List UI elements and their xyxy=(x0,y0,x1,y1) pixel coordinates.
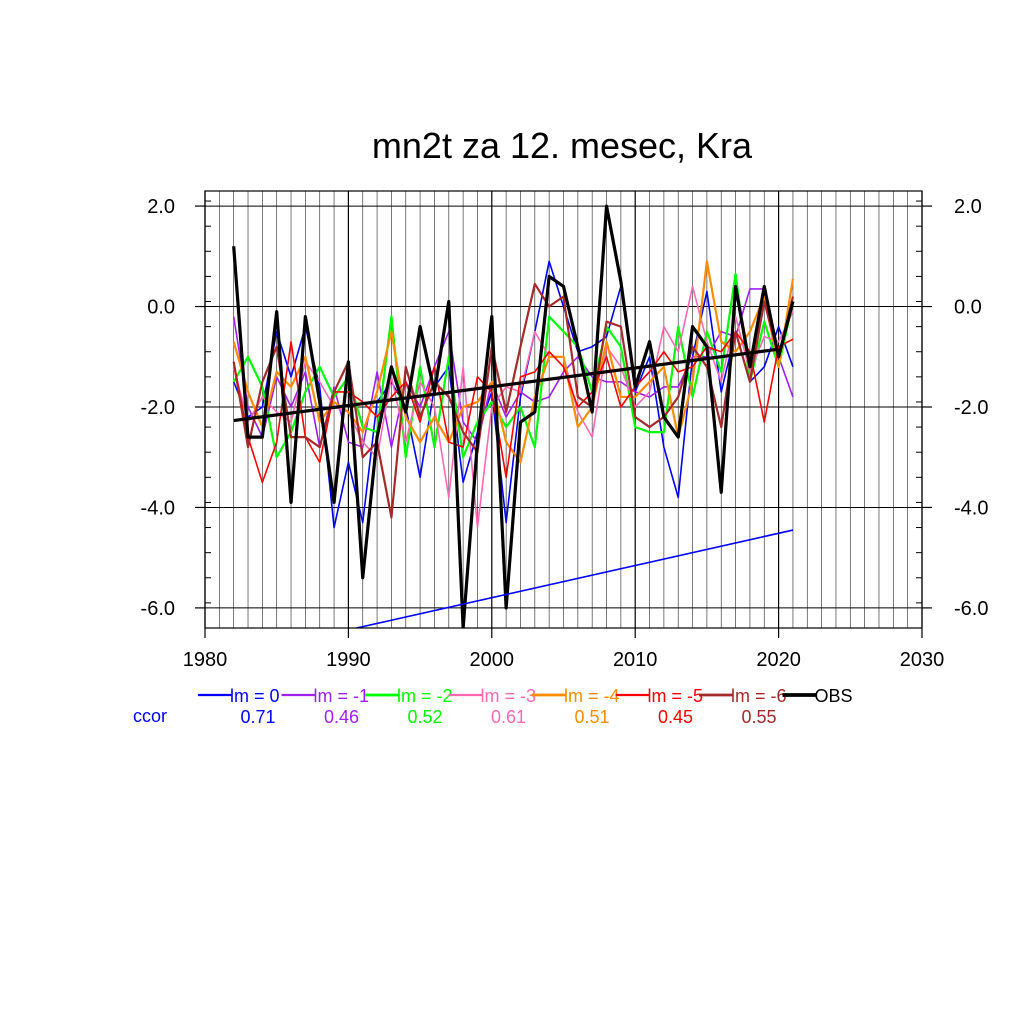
y-tick-label-left: -6.0 xyxy=(141,598,175,620)
legend-label: lm = -1 xyxy=(314,686,370,706)
legend-label: OBS xyxy=(815,686,853,706)
legend: ccor lm = 00.71 lm = -10.46 lm = -20.52 lm =… xyxy=(133,686,853,727)
legend-label: lm = 0 xyxy=(230,686,280,706)
y-tick-label-left: -4.0 xyxy=(141,497,175,519)
legend-ccor-value: 0.52 xyxy=(407,707,442,727)
axes-frame xyxy=(195,190,932,638)
y-tick-label-right: -4.0 xyxy=(954,497,988,519)
legend-label: lm = -2 xyxy=(397,686,453,706)
x-tick-label: 2020 xyxy=(756,649,801,671)
legend-ccor-value: 0.46 xyxy=(324,707,359,727)
plot-frame xyxy=(204,190,923,629)
legend-ccor-value: 0.61 xyxy=(491,707,526,727)
legend-label: lm = -6 xyxy=(731,686,787,706)
plot-area xyxy=(232,204,795,628)
trend-line-1 xyxy=(353,529,794,628)
y-tick-label-right: -2.0 xyxy=(954,397,988,419)
legend-ccor-value: 0.55 xyxy=(741,707,776,727)
series-line-obs xyxy=(232,204,795,628)
y-tick-label-left: 0.0 xyxy=(147,297,175,319)
legend-label: lm = -3 xyxy=(481,686,537,706)
y-tick-label-right: 0.0 xyxy=(954,297,982,319)
y-tick-label-right: 2.0 xyxy=(954,196,982,218)
x-tick-label: 1990 xyxy=(326,649,371,671)
trend-line-0 xyxy=(233,347,779,423)
series-line-lm6 xyxy=(232,282,795,519)
legend-label: lm = -4 xyxy=(564,686,620,706)
series-line-lm4 xyxy=(232,260,795,464)
x-tick-label: 2030 xyxy=(900,649,945,671)
legend-ccor-value: 0.71 xyxy=(240,707,275,727)
chart-title: mn2t za 12. mesec, Kra xyxy=(372,125,753,166)
legend-ccor-value: 0.51 xyxy=(574,707,609,727)
x-tick-label: 2000 xyxy=(470,649,515,671)
x-tick-label: 1980 xyxy=(183,649,228,671)
y-tick-label-left: -2.0 xyxy=(141,397,175,419)
legend-ccor-value: 0.45 xyxy=(658,707,693,727)
x-tick-label: 2010 xyxy=(613,649,658,671)
ccor-label: ccor xyxy=(133,706,167,726)
tick-labels: 2.0 2.0 0.0 0.0 -2.0 -2.0 -4.0 -4.0 -6.0 -6.0 1980… xyxy=(141,196,989,671)
legend-label: lm = -5 xyxy=(648,686,704,706)
y-tick-label-left: 2.0 xyxy=(147,196,175,218)
y-tick-label-right: -6.0 xyxy=(954,598,988,620)
series-line-lm2 xyxy=(232,272,795,459)
